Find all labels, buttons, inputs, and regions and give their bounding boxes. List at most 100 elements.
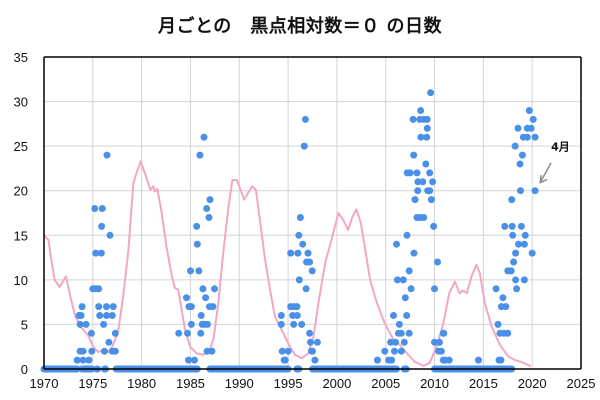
y-tick-label: 15 [14, 228, 28, 243]
data-point [520, 240, 528, 248]
data-point [494, 320, 502, 328]
data-point [301, 115, 309, 123]
data-point [287, 249, 295, 257]
data-point [403, 231, 411, 239]
data-point [195, 267, 203, 275]
scatter-points-layer [73, 89, 539, 364]
data-point [203, 205, 211, 212]
annotation: 4月 [539, 141, 570, 184]
data-point [521, 231, 529, 239]
data-point [203, 347, 211, 355]
data-point [515, 240, 522, 248]
data-point [508, 196, 516, 204]
data-point [475, 356, 482, 364]
chart-title: 月ごとの 黒点相対数＝０ の日数 [157, 16, 443, 37]
data-point [525, 107, 533, 114]
data-point [293, 303, 301, 311]
data-point [409, 115, 417, 123]
data-point [510, 258, 518, 266]
data-point [430, 222, 438, 230]
data-point [427, 196, 435, 204]
data-point [531, 187, 539, 195]
data-point [308, 267, 316, 275]
data-point [497, 356, 505, 364]
x-tick-label: 1980 [127, 376, 156, 391]
data-point [437, 347, 445, 355]
data-point [78, 303, 86, 311]
data-point [105, 338, 113, 346]
data-point [403, 312, 411, 319]
data-point [423, 115, 431, 123]
data-point [422, 160, 430, 168]
data-point [423, 133, 431, 141]
data-point [426, 187, 434, 195]
data-point [410, 249, 418, 257]
data-point [499, 294, 507, 302]
data-point [98, 205, 106, 212]
y-tick-label: 0 [21, 362, 28, 377]
data-point [185, 356, 192, 364]
data-point [313, 338, 321, 346]
data-point [278, 347, 286, 355]
y-tick-label: 5 [21, 317, 28, 332]
data-point [103, 151, 111, 159]
y-tick-label: 20 [14, 184, 28, 199]
data-point [423, 124, 431, 132]
data-point [434, 258, 441, 266]
data-point [295, 276, 303, 284]
x-tick-label: 1970 [30, 376, 59, 391]
data-point [209, 303, 217, 311]
data-point [184, 329, 191, 337]
data-point [397, 347, 405, 355]
data-point [300, 142, 308, 150]
data-point [431, 338, 438, 346]
x-tick-label: 2015 [469, 376, 498, 391]
x-tick-label: 1995 [274, 376, 303, 391]
data-point [387, 338, 395, 346]
data-point [414, 187, 422, 195]
data-point [299, 240, 307, 248]
y-tick-label: 25 [14, 139, 28, 154]
data-point [397, 329, 405, 337]
data-point [405, 267, 413, 275]
data-point [501, 222, 509, 230]
data-point [193, 240, 201, 248]
annotation-arrow-shaft [539, 162, 552, 184]
data-point [187, 320, 195, 328]
data-point [492, 285, 500, 293]
data-point [79, 347, 87, 355]
data-point [504, 329, 512, 337]
data-point [413, 169, 421, 177]
data-point [509, 231, 517, 239]
data-point [511, 142, 519, 150]
data-point [82, 320, 90, 328]
data-point [391, 347, 398, 355]
data-point [393, 276, 401, 284]
data-point [284, 347, 292, 355]
data-point [205, 214, 213, 221]
data-point [512, 276, 520, 284]
data-point [91, 205, 99, 212]
data-point [523, 133, 531, 141]
data-point [426, 169, 434, 177]
data-point [512, 249, 520, 257]
smoothed-line-layer [43, 160, 532, 367]
data-point [419, 178, 427, 186]
data-point [306, 258, 314, 266]
data-point [417, 133, 425, 141]
data-point [77, 312, 85, 319]
data-point [281, 356, 289, 364]
data-point [406, 169, 414, 177]
data-point [85, 356, 93, 364]
data-point [420, 214, 428, 221]
x-tick-label: 1990 [225, 376, 254, 391]
data-point [196, 151, 204, 159]
data-point [183, 294, 190, 302]
data-point [97, 249, 105, 257]
data-point [439, 356, 447, 364]
data-point [439, 329, 447, 337]
data-point [211, 285, 218, 293]
data-point [204, 320, 211, 328]
annotation-arrow-head [539, 174, 548, 184]
smoothed-series-line [43, 160, 532, 367]
